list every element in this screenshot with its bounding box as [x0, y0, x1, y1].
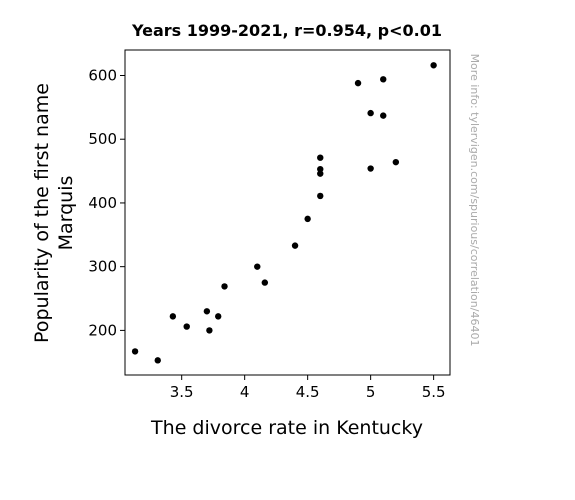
- x-axis-title: The divorce rate in Kentucky: [150, 417, 423, 439]
- data-point-13: [317, 170, 324, 177]
- data-point-15: [317, 154, 324, 161]
- data-point-12: [317, 192, 324, 200]
- data-point-3: [183, 323, 190, 330]
- data-point-22: [430, 62, 437, 69]
- y-tick-label: 500: [88, 130, 117, 148]
- data-point-4: [203, 308, 211, 315]
- y-axis-ticks: 200 300 400 500 600: [88, 66, 125, 339]
- data-point-9: [261, 279, 269, 286]
- y-axis-title-line-1: Popularity of the first name: [31, 83, 53, 343]
- x-axis-ticks: 3.5 4 4.5 5 5.5: [170, 375, 446, 401]
- y-tick-label: 300: [88, 258, 117, 276]
- data-point-16: [354, 79, 362, 87]
- watermark-text: More info: tylervigen.com/spurious/corre…: [468, 54, 481, 347]
- data-point-8: [254, 263, 261, 270]
- x-tick-label: 4.5: [296, 383, 320, 401]
- y-tick-label: 600: [88, 66, 117, 84]
- x-tick-label: 5.5: [422, 383, 446, 401]
- y-axis-title-line-2: Marquis: [55, 176, 77, 251]
- data-point-19: [380, 76, 387, 83]
- data-points: [131, 62, 437, 364]
- chart-title: Years 1999-2021, r=0.954, p<0.01: [131, 21, 442, 40]
- data-point-10: [291, 242, 299, 249]
- data-point-0: [131, 348, 139, 355]
- data-point-11: [304, 215, 311, 223]
- data-point-18: [367, 165, 374, 172]
- data-point-14: [317, 165, 324, 173]
- data-point-2: [169, 313, 177, 320]
- x-tick-label: 5: [366, 383, 376, 401]
- data-point-6: [215, 313, 222, 320]
- x-tick-label: 3.5: [170, 383, 194, 401]
- x-tick-label: 4: [240, 383, 250, 401]
- y-tick-label: 400: [88, 194, 117, 212]
- data-point-20: [380, 112, 387, 119]
- y-tick-label: 200: [88, 321, 117, 339]
- data-point-21: [392, 158, 400, 166]
- data-point-17: [367, 109, 374, 117]
- data-point-7: [221, 283, 228, 290]
- plot-area-frame: [124, 49, 451, 376]
- data-point-5: [206, 327, 213, 334]
- data-point-1: [154, 357, 161, 364]
